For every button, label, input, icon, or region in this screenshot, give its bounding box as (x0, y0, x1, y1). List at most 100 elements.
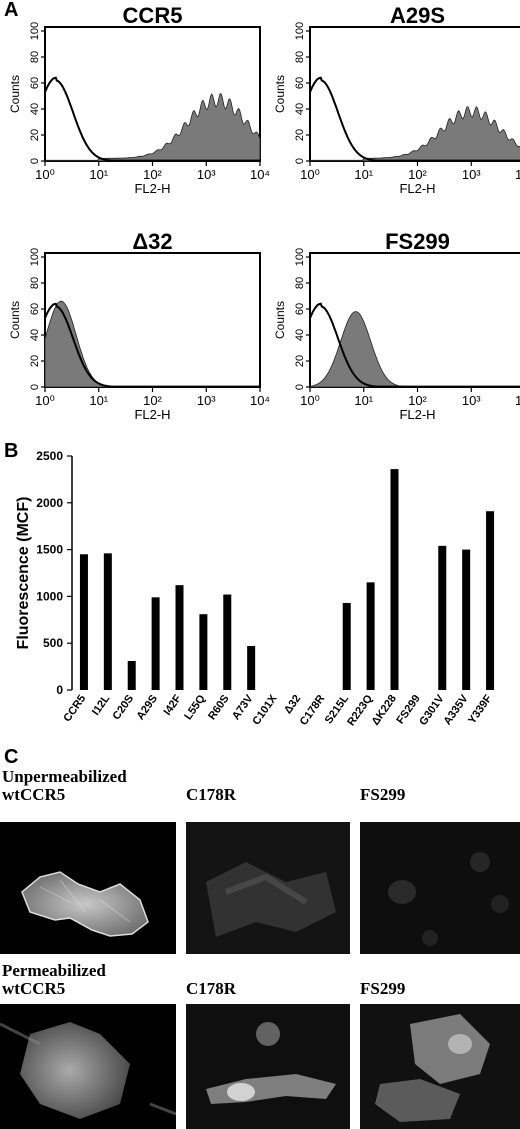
x-tick-label: A29S (134, 693, 160, 722)
x-tick-label: 10¹ (354, 393, 373, 408)
x-tick-label: 10⁴ (250, 167, 270, 182)
y-axis-label: Counts (8, 301, 22, 339)
x-tick-label: 10³ (197, 393, 216, 408)
row2-label-line1: Permeabilized (2, 961, 106, 980)
x-tick-label: CCR5 (61, 693, 88, 724)
panel-b-letter: B (4, 440, 19, 462)
row1-col3-label: FS299 (360, 785, 406, 804)
bar-2 (127, 660, 136, 690)
x-tick-label: 10⁴ (515, 393, 520, 408)
row1-label-line2: wtCCR5 (2, 785, 66, 804)
bar-7 (247, 646, 256, 690)
y-tick-label: 100 (294, 22, 306, 40)
y-tick-label: 60 (29, 303, 41, 315)
x-tick-label: 10⁰ (300, 393, 320, 408)
x-tick-label: L55Q (182, 692, 208, 722)
bar-3 (151, 597, 160, 690)
y-tick-label: 40 (29, 329, 41, 341)
bar-6 (223, 594, 232, 690)
histogram-title: A29S (390, 3, 445, 28)
histogram-title: Δ32 (132, 229, 172, 254)
y-tick-label: 2500 (36, 449, 63, 463)
y-tick-label: 100 (29, 248, 41, 266)
y-axis-label: Counts (273, 301, 287, 339)
x-tick-label: 10² (408, 393, 427, 408)
y-tick-label: 2000 (36, 496, 63, 510)
y-tick-label: 80 (29, 51, 41, 63)
y-tick-label: 1000 (36, 589, 63, 603)
y-tick-label: 40 (294, 329, 306, 341)
y-tick-label: 0 (29, 384, 41, 390)
y-tick-label: 1500 (36, 543, 63, 557)
y-tick-label: 80 (29, 277, 41, 289)
histogram-2: Δ32 0 20 40 60 80 100 Counts 10⁰ 10¹ 10² 10³ 10⁴ FL2-… (8, 229, 270, 420)
bar-13 (390, 469, 399, 690)
x-tick-label: Δ32 (282, 693, 303, 716)
histogram-3: FS299 0 20 40 60 80 100 Counts 10⁰ 10¹ 10² 10³ 10⁴ FL… (273, 229, 520, 420)
bar-5 (199, 614, 208, 690)
y-tick-label: 20 (29, 355, 41, 367)
x-tick-label: A335V (441, 692, 471, 727)
micrograph-unperm-wtccr5 (0, 822, 176, 954)
y-tick-label: 60 (294, 77, 306, 89)
x-tick-label: ΔK228 (370, 693, 399, 728)
y-tick-label: 0 (56, 683, 63, 697)
y-tick-label: 100 (294, 248, 306, 266)
row2-label-line2: wtCCR5 (2, 979, 66, 998)
y-tick-label: 20 (294, 355, 306, 367)
x-tick-label: 10³ (197, 167, 216, 182)
control-histogram (309, 76, 520, 162)
micrograph-unperm-c178r (186, 822, 350, 954)
sample-histogram (309, 106, 520, 162)
row1-label-line1: Unpermeabilized (2, 767, 127, 786)
y-tick-label: 20 (29, 129, 41, 141)
x-tick-label: Y339F (466, 693, 495, 727)
y-tick-label: 40 (29, 103, 41, 115)
histogram-title: CCR5 (123, 3, 183, 28)
x-tick-label: 10⁰ (300, 167, 320, 182)
x-tick-label: 10³ (462, 167, 481, 182)
y-tick-label: 60 (294, 303, 306, 315)
control-histogram (44, 302, 260, 388)
x-tick-label: I42F (161, 693, 184, 718)
x-tick-label: 10³ (462, 393, 481, 408)
sample-histogram (44, 93, 261, 162)
bar-4 (175, 585, 184, 690)
x-tick-label: 10⁴ (250, 393, 270, 408)
flow-histogram-panel: CCR5 0 20 40 60 80 100 Counts 10⁰ 10¹ 10² 10³ 10⁴ FL2… (8, 3, 520, 420)
x-tick-label: R60S (206, 693, 232, 722)
bar-17 (486, 511, 495, 690)
x-axis-label: FL2-H (399, 407, 435, 420)
x-tick-label: 10⁰ (35, 393, 55, 408)
row2-col2-label: C178R (186, 979, 237, 998)
y-tick-label: 20 (294, 129, 306, 141)
y-tick-label: 0 (29, 158, 41, 164)
y-tick-label: 0 (294, 158, 306, 164)
x-tick-label: I12L (90, 693, 113, 718)
micrograph-perm-c178r (186, 1004, 350, 1129)
panel-a-letter: A (4, 0, 19, 21)
control-histogram (309, 302, 520, 388)
row2-col3-label: FS299 (360, 979, 406, 998)
y-tick-label: 80 (294, 51, 306, 63)
row1-col2-label: C178R (186, 785, 237, 804)
bar-15 (438, 545, 447, 690)
x-tick-label: 10⁰ (35, 167, 55, 182)
micrograph-unperm-fs299 (360, 822, 520, 954)
x-tick-label: C178R (298, 693, 328, 728)
bar-11 (342, 602, 351, 690)
x-axis-label: FL2-H (134, 181, 170, 196)
bar-chart: 0 500 1000 1500 2000 2500 Fluorescence (MCF) CC… (15, 449, 495, 728)
micrograph-perm-wtccr5 (0, 1004, 176, 1129)
x-tick-label: C20S (111, 693, 137, 722)
y-tick-label: 60 (29, 77, 41, 89)
y-tick-label: 100 (29, 22, 41, 40)
x-tick-label: 10¹ (354, 167, 373, 182)
x-axis-label: FL2-H (399, 181, 435, 196)
bar-0 (79, 554, 88, 690)
x-axis-label: FL2-H (134, 407, 170, 420)
histogram-title: FS299 (385, 229, 450, 254)
y-tick-label: 0 (294, 384, 306, 390)
y-axis-label: Counts (8, 75, 22, 113)
histogram-1: A29S 0 20 40 60 80 100 Counts 10⁰ 10¹ 10² 10³ 10⁴ FL2… (273, 3, 520, 196)
